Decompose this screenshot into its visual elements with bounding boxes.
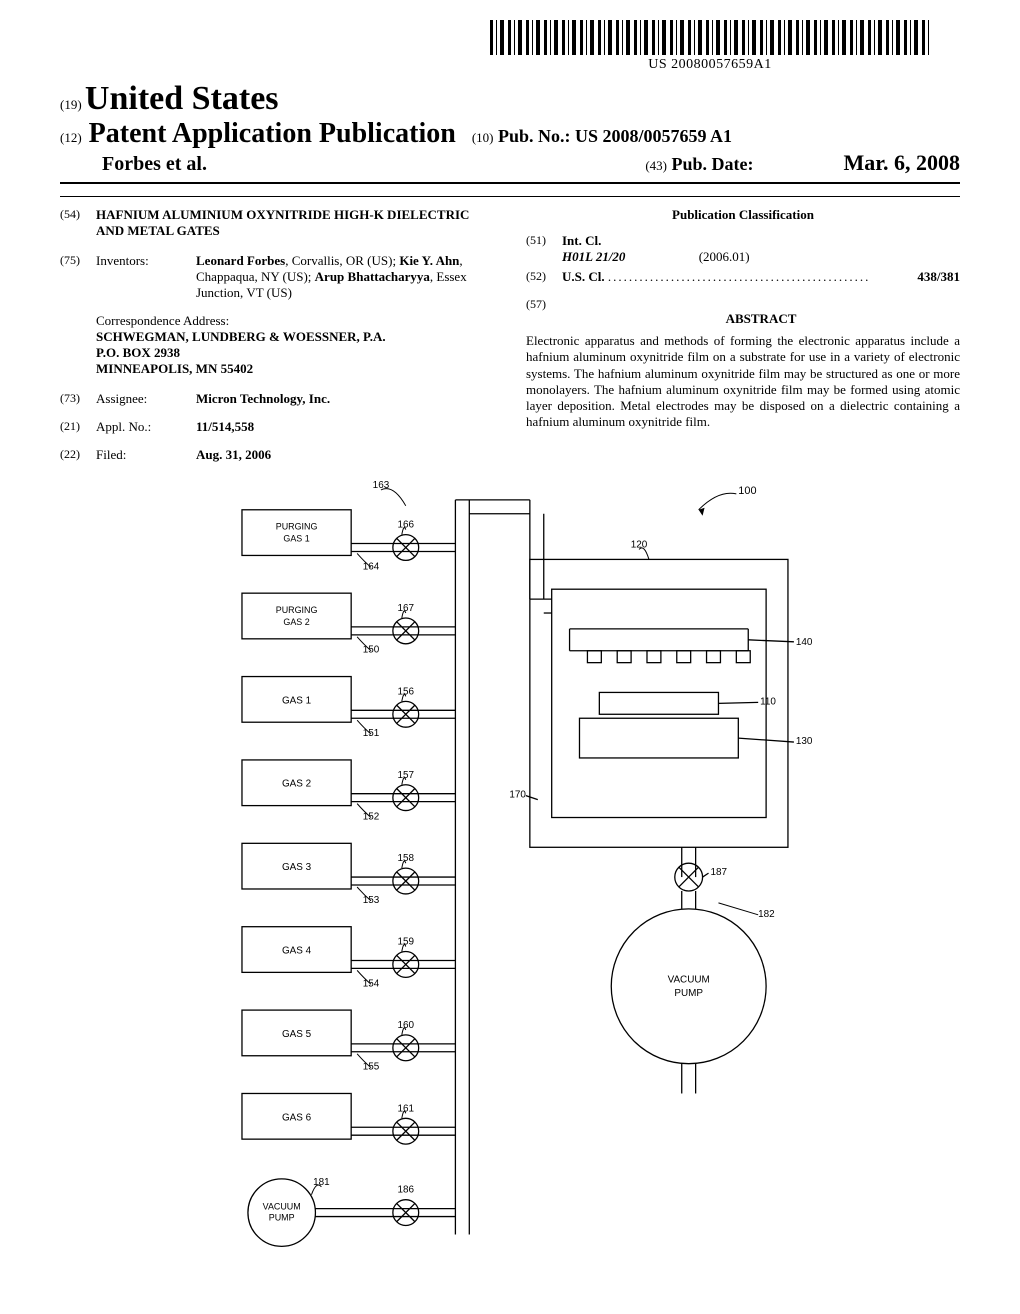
assignee-label: Assignee:: [96, 391, 196, 407]
svg-text:100: 100: [738, 485, 756, 497]
correspondence-line-0: SCHWEGMAN, LUNDBERG & WOESSNER, P.A.: [96, 329, 494, 345]
abstract-text: Electronic apparatus and methods of form…: [526, 333, 960, 431]
svg-text:PUMP: PUMP: [674, 988, 703, 999]
assignee-value: Micron Technology, Inc.: [196, 391, 494, 407]
svg-text:110: 110: [760, 696, 776, 707]
svg-text:PURGING: PURGING: [276, 605, 318, 615]
svg-text:182: 182: [758, 909, 775, 920]
svg-text:154: 154: [363, 978, 380, 989]
svg-text:150: 150: [363, 645, 380, 656]
svg-text:186: 186: [398, 1185, 415, 1196]
header-divider-1: [60, 182, 960, 184]
uscl-code: (52): [526, 269, 562, 284]
svg-text:GAS 4: GAS 4: [282, 946, 312, 957]
correspondence-line-2: MINNEAPOLIS, MN 55402: [96, 361, 494, 377]
filed-code: (22): [60, 447, 96, 462]
intcl-block: Int. Cl. H01L 21/20 (2006.01): [562, 233, 960, 265]
uscl-block: U.S. Cl. ...............................…: [562, 269, 960, 285]
svg-text:GAS 5: GAS 5: [282, 1029, 312, 1040]
authors: Forbes et al.: [102, 153, 207, 176]
correspondence-line-1: P.O. BOX 2938: [96, 345, 494, 361]
intcl-code: (51): [526, 233, 562, 248]
svg-text:GAS 2: GAS 2: [282, 779, 312, 790]
svg-text:187: 187: [711, 867, 728, 878]
svg-text:GAS 6: GAS 6: [282, 1112, 312, 1123]
left-column: (54) HAFNIUM ALUMINIUM OXYNITRIDE HIGH-K…: [60, 207, 494, 475]
svg-text:130: 130: [796, 736, 813, 747]
correspondence-block: Correspondence Address: SCHWEGMAN, LUNDB…: [96, 313, 494, 377]
abstract-heading: ABSTRACT: [562, 311, 960, 327]
svg-text:155: 155: [363, 1062, 380, 1073]
pub-date-value: Mar. 6, 2008: [843, 150, 960, 176]
svg-text:GAS 1: GAS 1: [282, 695, 312, 706]
right-column: Publication Classification (51) Int. Cl.…: [526, 207, 960, 475]
correspondence-label: Correspondence Address:: [96, 313, 494, 329]
svg-text:GAS 2: GAS 2: [283, 617, 309, 627]
doc-type-code: (12): [60, 130, 82, 146]
svg-text:164: 164: [363, 561, 380, 572]
country-name: United States: [85, 80, 279, 117]
invention-title: HAFNIUM ALUMINIUM OXYNITRIDE HIGH-K DIEL…: [96, 207, 494, 239]
inventors-value: Leonard Forbes, Corvallis, OR (US); Kie …: [196, 253, 494, 301]
appl-label: Appl. No.:: [96, 419, 196, 435]
svg-text:GAS 1: GAS 1: [283, 534, 309, 544]
filed-value: Aug. 31, 2006: [196, 447, 494, 463]
country-code: (19): [60, 97, 82, 112]
svg-text:PUMP: PUMP: [269, 1213, 295, 1223]
doc-type: Patent Application Publication: [82, 118, 456, 150]
assignee-code: (73): [60, 391, 96, 406]
appl-value: 11/514,558: [196, 419, 494, 435]
svg-text:VACUUM: VACUUM: [263, 1202, 301, 1212]
document-header: (19) United States (12) Patent Applicati…: [60, 80, 960, 197]
inventors-code: (75): [60, 253, 96, 268]
title-code: (54): [60, 207, 96, 222]
filed-label: Filed:: [96, 447, 196, 463]
svg-text:151: 151: [363, 728, 380, 739]
svg-text:VACUUM: VACUUM: [668, 974, 710, 985]
classification-heading: Publication Classification: [526, 207, 960, 223]
svg-text:153: 153: [363, 895, 380, 906]
bibliographic-columns: (54) HAFNIUM ALUMINIUM OXYNITRIDE HIGH-K…: [60, 207, 960, 475]
svg-text:PURGING: PURGING: [276, 522, 318, 532]
svg-text:140: 140: [796, 637, 813, 648]
barcode-graphic: [490, 20, 930, 55]
pub-date-block: (43) Pub. Date:: [645, 154, 753, 175]
patent-figure: 163PURGINGGAS 1166164PURGINGGAS 2167150G…: [60, 480, 960, 1294]
barcode-text: US 20080057659A1: [490, 57, 930, 73]
abstract-code: (57): [526, 297, 562, 312]
svg-text:170: 170: [509, 790, 526, 801]
svg-text:GAS 3: GAS 3: [282, 862, 312, 873]
inventors-label: Inventors:: [96, 253, 196, 269]
svg-text:152: 152: [363, 811, 380, 822]
appl-code: (21): [60, 419, 96, 434]
pub-no-block: (10) Pub. No.: US 2008/0057659 A1: [472, 126, 732, 147]
barcode-block: US 20080057659A1: [490, 20, 930, 73]
header-divider-2: [60, 196, 960, 197]
